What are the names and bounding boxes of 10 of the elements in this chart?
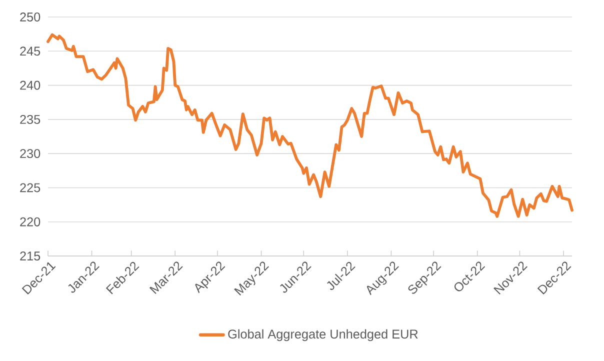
y-tick-label: 225: [20, 183, 40, 192]
y-tick-label: 250: [20, 12, 40, 22]
y-tick-label: 245: [20, 46, 40, 56]
y-tick-label: 240: [20, 80, 40, 90]
y-tick-label: 215: [20, 252, 40, 260]
y-tick-label: 230: [20, 149, 40, 158]
legend-label: Global Aggregate Unhedged EUR: [228, 329, 418, 342]
y-tick-label: 235: [20, 114, 40, 124]
line-series: [46, 33, 574, 218]
y-tick-label: 220: [20, 217, 40, 226]
